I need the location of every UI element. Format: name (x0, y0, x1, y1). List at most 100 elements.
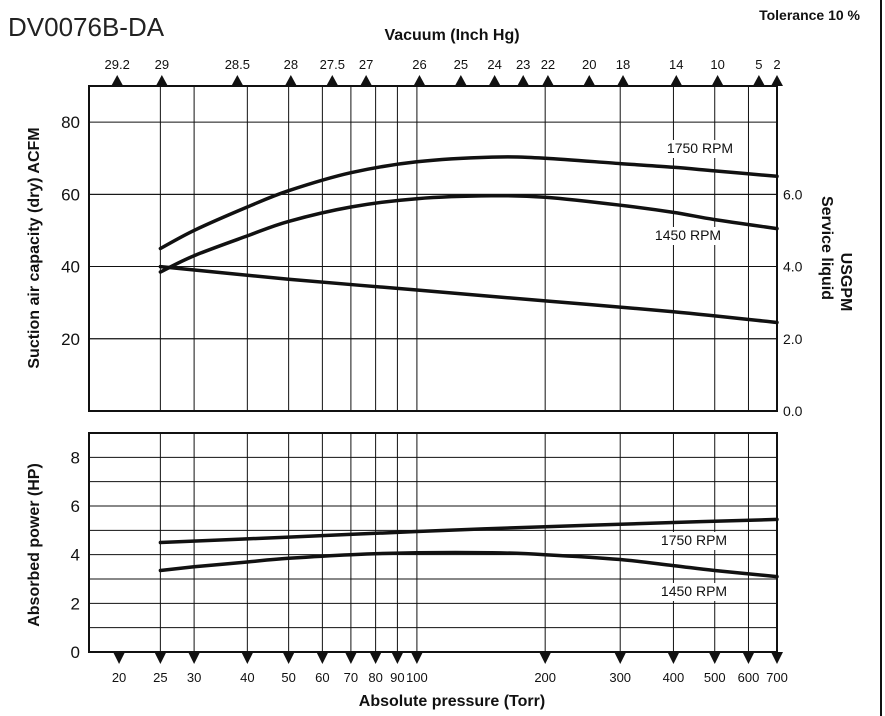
capacity-grid (89, 86, 777, 411)
capacity-y-tick-40: 40 (61, 258, 80, 277)
power-curve-1450-rpm (158, 550, 779, 579)
tolerance-note: Tolerance 10 % (759, 7, 860, 23)
power-label-bg-1750-rpm (650, 532, 738, 550)
vacuum-tick-label-10: 10 (710, 57, 724, 72)
service-y-tick-2-0: 2.0 (783, 331, 803, 347)
top-axis-title: Vacuum (Inch Hg) (384, 27, 519, 44)
vacuum-tick-label-24: 24 (487, 57, 501, 72)
power-y-axis: 0 2 4 6 8 (71, 448, 80, 662)
pressure-tick-label-600: 600 (738, 670, 760, 685)
capacity-curve-1450-rpm (158, 193, 779, 274)
vacuum-tick-label-23: 23 (516, 57, 530, 72)
vacuum-tick-marker-20 (583, 75, 596, 86)
pressure-tick-marker-40 (241, 652, 254, 664)
pressure-tick-marker-60 (316, 652, 329, 664)
vacuum-tick-label-27: 27 (359, 57, 373, 72)
pressure-tick-marker-100 (410, 652, 423, 664)
vacuum-tick-label-29: 29 (155, 57, 169, 72)
pressure-tick-marker-700 (771, 652, 783, 664)
pressure-tick-label-30: 30 (187, 670, 201, 685)
power-curve-1750-rpm (158, 517, 779, 545)
pressure-tick-marker-300 (614, 652, 627, 664)
service-liquid-curve (158, 264, 779, 325)
vacuum-tick-label-18: 18 (616, 57, 630, 72)
capacity-label-bg-1750-rpm (656, 140, 744, 158)
power-grid (89, 433, 777, 652)
vacuum-tick-label-2: 2 (773, 57, 780, 72)
service-liquid-axis-title-line1: USGPM (837, 253, 854, 312)
vacuum-tick-marker-10 (711, 75, 724, 86)
pressure-tick-marker-20 (113, 652, 126, 664)
power-y-axis-title: Absorbed power (HP) (26, 463, 43, 627)
capacity-y-tick-60: 60 (61, 185, 80, 204)
capacity-y-axis: 20 40 60 80 (61, 113, 80, 349)
vacuum-tick-label-29-2: 29.2 (105, 57, 130, 72)
pressure-tick-marker-50 (282, 652, 295, 664)
pressure-tick-label-60: 60 (315, 670, 329, 685)
vacuum-tick-marker-29-2 (111, 75, 124, 86)
power-curves (158, 517, 779, 579)
vacuum-tick-marker-18 (617, 75, 630, 86)
power-y-tick-2: 2 (71, 594, 80, 613)
capacity-y-tick-80: 80 (61, 113, 80, 132)
vacuum-tick-label-14: 14 (669, 57, 683, 72)
pressure-tick-label-300: 300 (609, 670, 631, 685)
vacuum-tick-marker-27-5 (326, 75, 339, 86)
vacuum-tick-marker-2 (771, 75, 783, 86)
power-label-bg-1450-rpm (650, 583, 738, 601)
vacuum-tick-label-28-5: 28.5 (225, 57, 250, 72)
pressure-tick-marker-70 (344, 652, 357, 664)
vacuum-tick-marker-22 (541, 75, 554, 86)
pressure-tick-label-700: 700 (766, 670, 788, 685)
pressure-tick-marker-25 (154, 652, 167, 664)
pressure-axis: 20 25 30 40 50 60 70 80 90 100 200 300 400 500 600 700 (112, 652, 788, 685)
capacity-y-tick-20: 20 (61, 330, 80, 349)
vacuum-tick-marker-23 (517, 75, 530, 86)
pressure-tick-marker-80 (369, 652, 382, 664)
service-y-tick-6-0: 6.0 (783, 186, 803, 202)
vacuum-tick-label-22: 22 (541, 57, 555, 72)
vacuum-tick-label-25: 25 (454, 57, 468, 72)
power-y-tick-8: 8 (71, 448, 80, 467)
capacity-curve-1750-rpm (158, 155, 779, 251)
capacity-series-labels: 1750 RPM 1450 RPM (644, 140, 744, 245)
power-y-tick-6: 6 (71, 497, 80, 516)
capacity-curves (158, 155, 779, 325)
pressure-tick-marker-90 (391, 652, 404, 664)
vacuum-tick-marker-28 (284, 75, 297, 86)
power-y-tick-4: 4 (71, 546, 80, 565)
pressure-tick-label-40: 40 (240, 670, 254, 685)
vacuum-tick-marker-24 (488, 75, 501, 86)
vacuum-tick-label-20: 20 (582, 57, 596, 72)
pressure-tick-label-80: 80 (368, 670, 382, 685)
vacuum-tick-marker-26 (413, 75, 426, 86)
vacuum-tick-label-28: 28 (284, 57, 298, 72)
capacity-series-label-1450-rpm: 1450 RPM (655, 227, 721, 243)
pressure-tick-label-70: 70 (344, 670, 358, 685)
pressure-tick-marker-400 (667, 652, 680, 664)
pressure-tick-label-50: 50 (281, 670, 295, 685)
vacuum-axis: 29.2 29 28.5 28 27.5 27 26 25 24 23 22 20 18 14 10 5 2 (105, 57, 783, 86)
pressure-tick-label-25: 25 (153, 670, 167, 685)
capacity-label-bg-1450-rpm (644, 227, 732, 245)
pressure-tick-marker-200 (539, 652, 552, 664)
vacuum-tick-marker-29 (155, 75, 168, 86)
pressure-tick-label-20: 20 (112, 670, 126, 685)
vacuum-tick-label-27-5: 27.5 (320, 57, 345, 72)
service-liquid-axis-title-line2: Service liquid (818, 196, 835, 300)
vacuum-tick-marker-14 (670, 75, 683, 86)
power-y-tick-0: 0 (71, 643, 80, 662)
power-series-label-1450-rpm: 1450 RPM (661, 583, 727, 599)
capacity-y-axis-title: Suction air capacity (dry) ACFM (26, 127, 43, 368)
pressure-tick-marker-30 (188, 652, 201, 664)
service-y-tick-4-0: 4.0 (783, 259, 803, 275)
pressure-tick-label-90: 90 (390, 670, 404, 685)
capacity-series-label-1750-rpm: 1750 RPM (667, 140, 733, 156)
pressure-tick-label-200: 200 (534, 670, 556, 685)
service-liquid-axis: 0.0 2.0 4.0 6.0 (783, 186, 803, 419)
power-series-label-1750-rpm: 1750 RPM (661, 532, 727, 548)
pressure-tick-label-100: 100 (406, 670, 428, 685)
vacuum-tick-label-5: 5 (755, 57, 762, 72)
vacuum-tick-marker-28-5 (231, 75, 244, 86)
